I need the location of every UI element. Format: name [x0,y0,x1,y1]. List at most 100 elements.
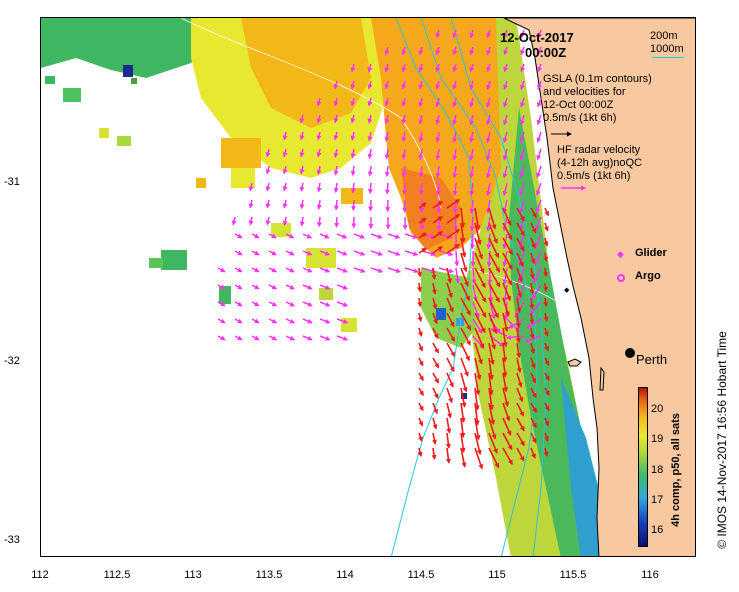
velocity-arrow [418,80,424,90]
x-tick-label: 112 [31,569,49,581]
x-tick-label: 116 [641,569,659,581]
velocity-arrow [530,357,536,369]
velocity-arrow [516,207,525,222]
velocity-arrow [435,165,441,179]
velocity-arrow [285,284,295,290]
velocity-arrow [401,182,407,196]
velocity-arrow [333,165,339,176]
velocity-arrow [333,97,339,107]
velocity-arrow [417,447,423,458]
velocity-arrow [485,182,491,197]
velocity-arrow [460,417,466,438]
velocity-arrow [474,342,483,365]
velocity-arrow [485,131,491,144]
velocity-arrow [435,148,441,161]
velocity-arrow [418,97,424,108]
velocity-arrow [234,267,243,273]
velocity-arrow [446,198,461,209]
velocity-arrow [302,318,313,324]
velocity-arrow [531,284,542,300]
velocity-arrow [435,80,441,90]
velocity-arrow [455,267,461,284]
velocity-arrow [299,216,305,227]
colorbar-tick: 19 [651,433,664,445]
y-tick-label: -32 [4,355,20,367]
velocity-arrow [537,29,543,39]
velocity-arrow [367,63,373,73]
velocity-arrow [520,63,526,73]
velocity-arrow [516,252,524,268]
velocity-arrow [519,148,525,161]
velocity-arrow [418,387,424,397]
velocity-arrow [432,387,439,399]
velocity-arrow [529,327,535,340]
velocity-arrow [486,97,491,108]
velocity-arrow [474,237,484,260]
velocity-arrow [469,114,475,126]
velocity-arrow [299,148,305,158]
velocity-arrow [460,252,468,273]
velocity-arrow [401,148,407,160]
velocity-arrow [334,216,340,228]
velocity-arrow [319,284,331,290]
velocity-arrow [474,297,487,318]
velocity-arrow [543,312,549,322]
velocity-arrow [544,357,550,367]
velocity-arrow [488,447,500,469]
velocity-arrow [474,387,480,411]
velocity-arrow [251,284,260,290]
velocity-arrow [350,114,356,124]
velocity-arrow [436,199,442,214]
velocity-arrow [460,207,466,228]
velocity-arrow [446,387,453,404]
velocity-arrow [502,282,511,302]
velocity-arrow [502,417,512,436]
velocity-arrow [502,267,508,285]
velocity-arrow [438,267,454,274]
velocity-arrow [285,233,295,239]
velocity-arrow [319,335,331,341]
velocity-arrow [285,301,296,307]
velocity-arrow [530,372,537,384]
velocity-arrow [544,372,550,381]
velocity-arrow [435,182,441,196]
velocity-arrow [265,199,271,209]
colorbar-tick: 18 [651,464,664,476]
velocity-arrow [316,216,322,228]
velocity-arrow [418,202,427,209]
velocity-arrow [519,199,525,214]
velocity-arrow [535,182,542,196]
velocity-arrow [502,447,513,466]
velocity-arrow [516,237,525,252]
velocity-arrow [350,165,356,177]
velocity-arrow [536,165,542,179]
velocity-arrow [488,252,501,273]
velocity-arrow [515,327,521,344]
velocity-arrow [516,402,525,417]
velocity-arrow [503,80,508,91]
velocity-arrow [543,432,549,442]
velocity-arrow [446,267,452,284]
velocity-arrow [401,131,407,143]
velocity-arrow [488,402,496,426]
velocity-arrow [316,199,322,210]
colorbar-tick: 20 [651,403,664,415]
velocity-arrow [384,80,390,90]
velocity-arrow [350,63,356,73]
velocity-arrow [353,233,366,239]
imos-credit-label: © IMOS 14-Nov-2017 16:56 Hobart Time [715,331,729,549]
velocity-arrow [488,282,500,303]
velocity-arrow [452,114,458,126]
velocity-arrow [460,402,466,423]
velocity-arrow [432,216,444,224]
velocity-arrow [536,131,542,143]
velocity-arrow [217,335,226,341]
velocity-arrow [452,63,458,73]
velocity-arrow [469,29,475,39]
velocity-arrow [544,417,550,427]
velocity-arrow [401,114,407,125]
velocity-arrow [384,148,390,160]
velocity-arrow [217,318,226,324]
velocity-arrow [435,29,441,39]
velocity-arrow [234,301,243,307]
